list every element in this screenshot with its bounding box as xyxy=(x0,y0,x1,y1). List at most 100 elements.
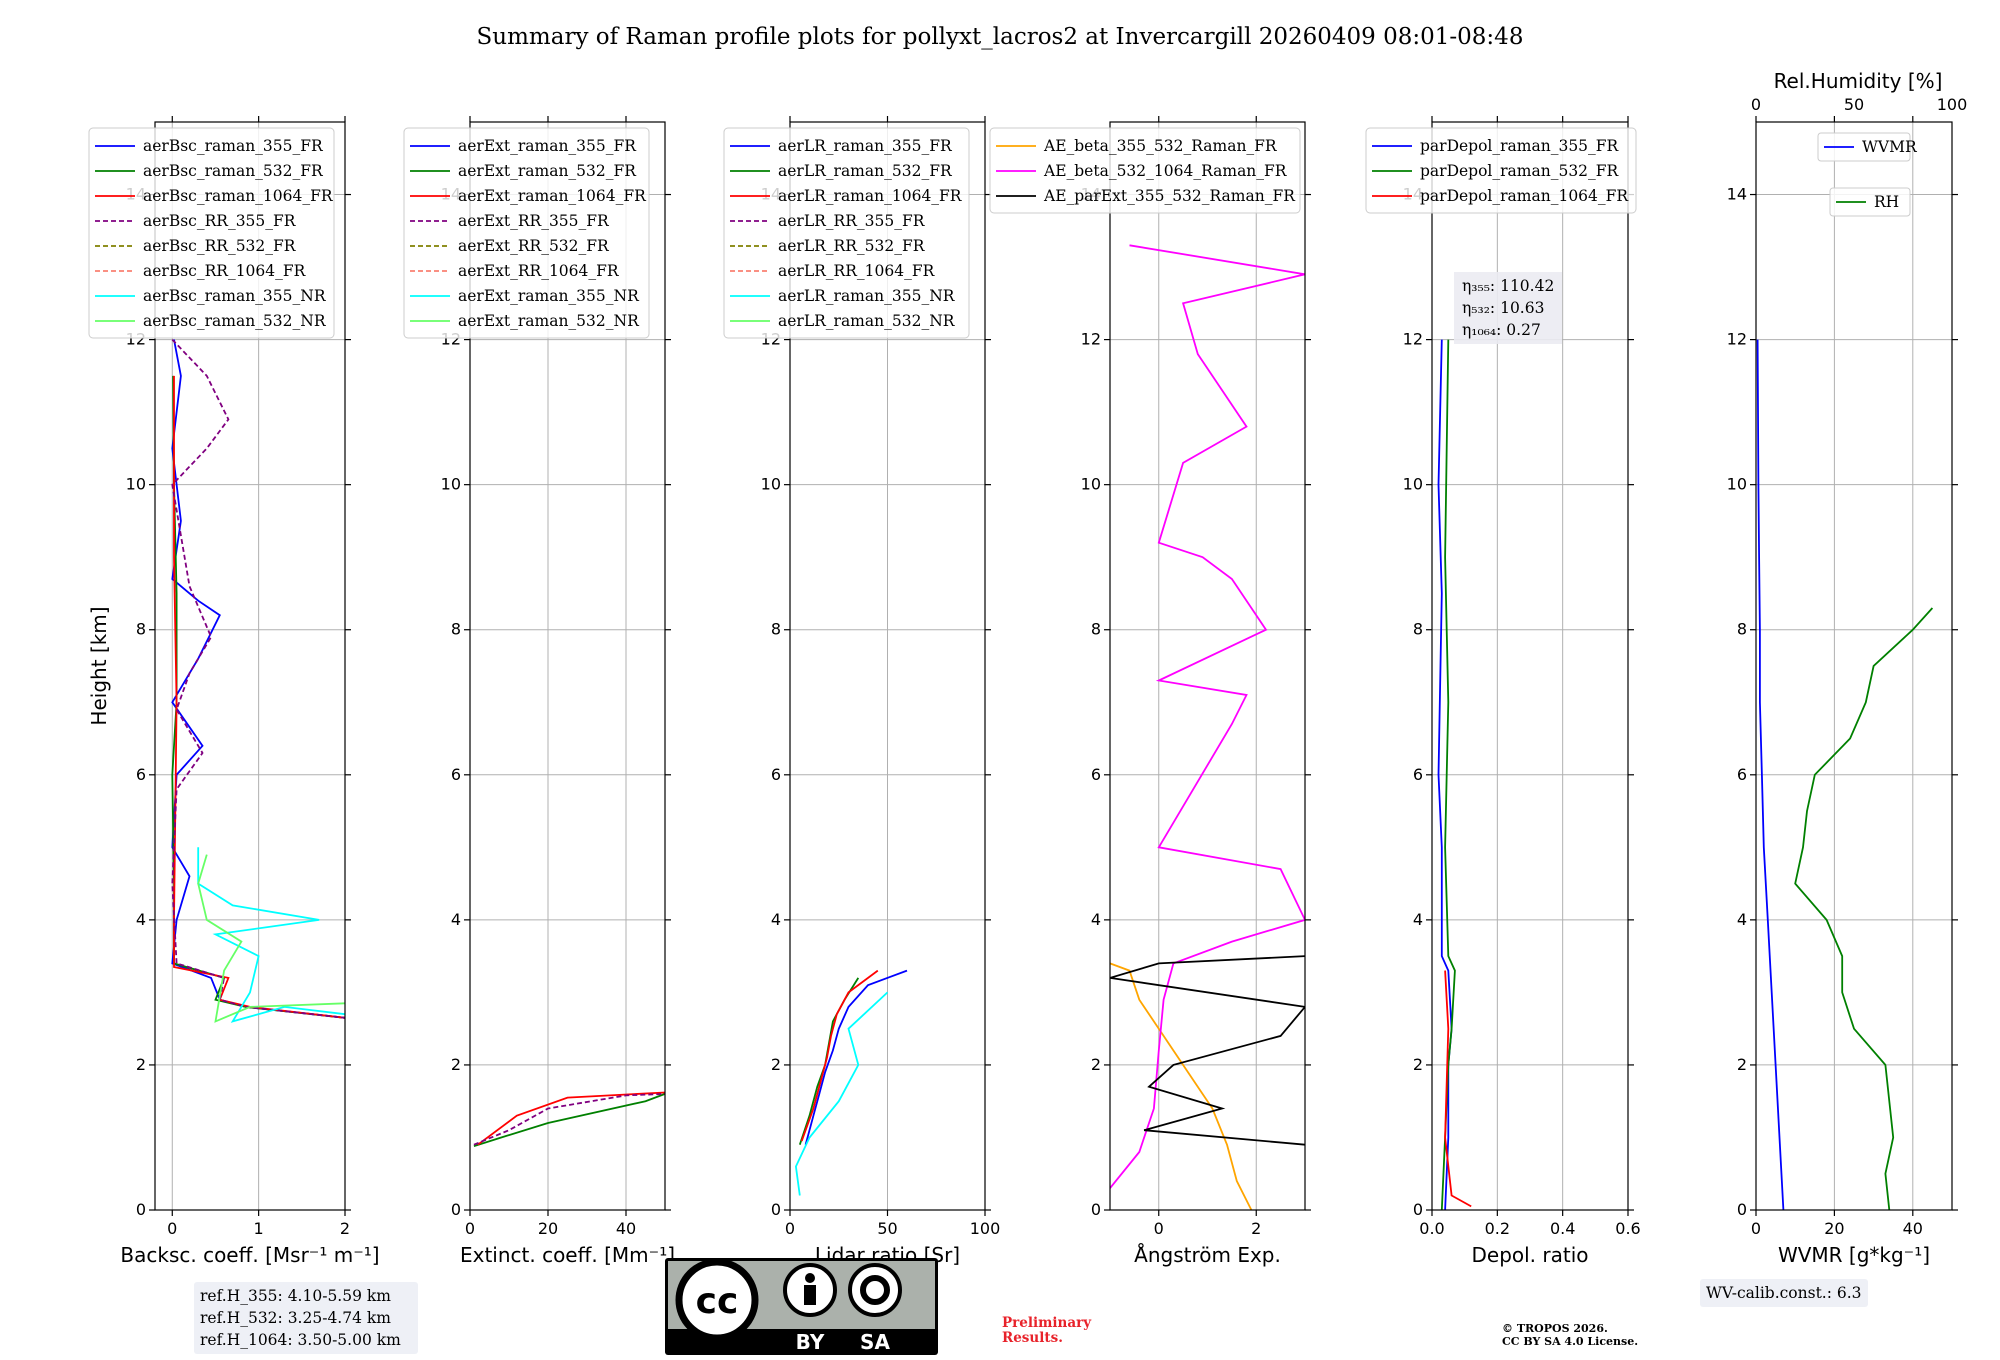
series-parDepol_raman_355_FR xyxy=(1437,339,1453,1210)
copyright-line-1: © TROPOS 2026. xyxy=(1502,1322,1608,1335)
ytick-label: 4 xyxy=(1737,910,1747,929)
xtick-label: 1 xyxy=(254,1219,264,1238)
axes-frame xyxy=(1109,121,1306,1211)
svg-text:cc: cc xyxy=(696,1281,739,1322)
series-aerBsc_raman_1064_FR xyxy=(173,375,345,1019)
figure-title: Summary of Raman profile plots for polly… xyxy=(477,24,1524,50)
ytick-label: 6 xyxy=(136,765,146,784)
legend-label: aerLR_RR_355_FR xyxy=(778,212,926,230)
series-AE_beta_532_1064_Raman_FR xyxy=(1110,244,1305,1189)
ytick-label: 2 xyxy=(136,1055,146,1074)
wv-calib-label: WV-calib.const.: 6.3 xyxy=(1706,1284,1862,1302)
legend-label: aerLR_RR_1064_FR xyxy=(778,262,936,280)
eta-1064: η₁₀₆₄: 0.27 xyxy=(1462,321,1541,339)
xtick-label: 100 xyxy=(970,1219,1001,1238)
legend-label: RH xyxy=(1874,193,1899,211)
legend-box xyxy=(1817,132,1911,162)
preliminary-note: Preliminary Results. xyxy=(1002,1316,1091,1346)
series-aerExt_RR_355_FR xyxy=(473,1093,665,1146)
ytick-label: 2 xyxy=(451,1055,461,1074)
legend-label: aerLR_raman_355_NR xyxy=(778,287,956,305)
ytick-label: 6 xyxy=(1737,765,1747,784)
xtick-label: 20 xyxy=(1824,1219,1844,1238)
xtick-label: 20 xyxy=(538,1219,558,1238)
ytick-label: 8 xyxy=(136,620,146,639)
preliminary-line-1: Preliminary xyxy=(1002,1315,1092,1331)
ref-heights-box: ref.H_355: 4.10-5.59 km ref.H_532: 3.25-… xyxy=(194,1282,418,1354)
legend-label: AE_parExt_355_532_Raman_FR xyxy=(1043,187,1296,205)
panel-extinction: 0246810121402040Extinct. coeff. [Mm⁻¹]ae… xyxy=(403,116,675,1267)
ytick-label: 4 xyxy=(771,910,781,929)
series-aerExt_raman_532_FR xyxy=(473,1093,665,1148)
xtick-label: 40 xyxy=(616,1219,636,1238)
xaxis-label: Extinct. coeff. [Mm⁻¹] xyxy=(460,1243,675,1267)
legend-label: aerBsc_RR_355_FR xyxy=(143,212,297,230)
xtick-label: 0 xyxy=(465,1219,475,1238)
yaxis-label: Height [km] xyxy=(87,606,111,725)
ref-height-532: ref.H_532: 3.25-4.74 km xyxy=(200,1309,391,1327)
ytick-label: 4 xyxy=(1413,910,1423,929)
axes-frame xyxy=(469,121,666,1211)
series-parDepol_raman_1064_FR xyxy=(1444,970,1472,1208)
ytick-label: 10 xyxy=(1727,475,1747,494)
legend-box xyxy=(1365,127,1637,214)
series-aerLR_raman_1064_FR xyxy=(800,969,879,1142)
cc-icon xyxy=(675,1258,759,1342)
ytick-label: 10 xyxy=(126,475,146,494)
series-aerBsc_raman_355_NR xyxy=(197,847,345,1023)
copyright-note: © TROPOS 2026. CC BY SA 4.0 License. xyxy=(1502,1322,1638,1348)
wv-calib-box: WV-calib.const.: 6.3 xyxy=(1700,1279,1868,1307)
ytick-label: 10 xyxy=(441,475,461,494)
series-AE_parExt_355_532_Raman_FR xyxy=(1110,955,1305,1146)
ytick-label: 6 xyxy=(771,765,781,784)
series-RH xyxy=(1794,607,1934,1210)
ytick-label: 12 xyxy=(1403,330,1423,349)
legend-box xyxy=(1829,187,1911,217)
ytick-label: 2 xyxy=(771,1055,781,1074)
legend-box xyxy=(723,127,970,339)
legend-label: AE_beta_532_1064_Raman_FR xyxy=(1043,162,1288,180)
legend-label: aerBsc_RR_532_FR xyxy=(143,237,297,255)
sa-label: SA xyxy=(860,1330,890,1354)
legend-label: aerLR_raman_532_FR xyxy=(778,162,953,180)
series-aerLR_raman_355_FR xyxy=(804,969,908,1145)
ref-height-355: ref.H_355: 4.10-5.59 km xyxy=(200,1287,391,1305)
legend-label: aerBsc_RR_1064_FR xyxy=(143,262,307,280)
legend-label: aerLR_raman_1064_FR xyxy=(778,187,963,205)
ytick-label: 6 xyxy=(1091,765,1101,784)
ytick-label: 10 xyxy=(1403,475,1423,494)
legend-label: aerLR_RR_532_FR xyxy=(778,237,926,255)
xtick-label: 0.6 xyxy=(1615,1219,1640,1238)
ytick-label: 8 xyxy=(1091,620,1101,639)
ytick-label: 0 xyxy=(1413,1200,1423,1219)
legend-label: aerExt_raman_532_NR xyxy=(458,312,640,330)
ytick-label: 8 xyxy=(1737,620,1747,639)
cc-by-sa-badge: cc BY SA xyxy=(665,1258,938,1355)
xtick-label: 0 xyxy=(1154,1219,1164,1238)
ytick-label: 10 xyxy=(1081,475,1101,494)
ytick-label: 6 xyxy=(451,765,461,784)
series-aerExt_raman_1064_FR xyxy=(477,1091,665,1146)
legend-label: aerExt_raman_1064_FR xyxy=(458,187,647,205)
legend-box xyxy=(88,127,335,339)
top-axis-label: Rel.Humidity [%] xyxy=(1774,69,1943,93)
legend-label: aerLR_raman_355_FR xyxy=(778,137,953,155)
legend-label: WVMR xyxy=(1862,138,1918,156)
legend-label: aerExt_RR_355_FR xyxy=(458,212,610,230)
xtick-label: 0.2 xyxy=(1485,1219,1510,1238)
legend-label: aerBsc_raman_532_NR xyxy=(143,312,327,330)
legend-label: aerExt_raman_355_NR xyxy=(458,287,640,305)
ytick-label: 2 xyxy=(1091,1055,1101,1074)
panel-lidar_ratio: 02468101214050100Lidar ratio [Sr]aerLR_r… xyxy=(723,116,1001,1267)
ytick-label: 12 xyxy=(1727,330,1747,349)
ytick-label: 4 xyxy=(1091,910,1101,929)
legend-label: parDepol_raman_355_FR xyxy=(1420,137,1620,155)
depol-eta-box: η₃₅₅: 110.42 η₅₃₂: 10.63 η₁₀₆₄: 0.27 xyxy=(1454,272,1563,344)
legend-box xyxy=(403,127,650,339)
series-AE_beta_355_532_Raman_FR xyxy=(1110,962,1253,1210)
axes-frame xyxy=(1431,121,1629,1211)
ytick-label: 0 xyxy=(771,1200,781,1219)
series-WVMR xyxy=(1756,339,1785,1210)
legend-label: parDepol_raman_1064_FR xyxy=(1420,187,1629,205)
